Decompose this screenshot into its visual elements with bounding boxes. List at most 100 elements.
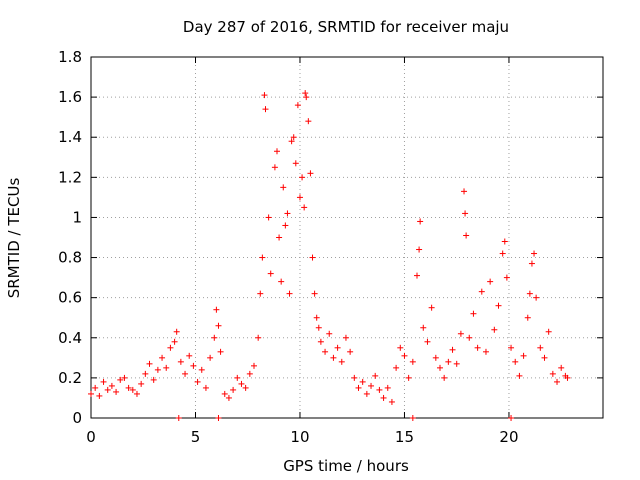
- y-tick-label: 0.8: [58, 249, 82, 267]
- data-point: [393, 364, 400, 371]
- data-point: [213, 306, 220, 313]
- data-point: [516, 372, 523, 379]
- data-point: [305, 118, 312, 125]
- x-tick-label: 10: [290, 428, 309, 446]
- data-point: [401, 352, 408, 359]
- data-point: [457, 330, 464, 337]
- data-point: [409, 415, 416, 421]
- data-point: [142, 370, 149, 377]
- data-point: [273, 148, 280, 155]
- data-point: [296, 194, 303, 201]
- data-point: [432, 354, 439, 361]
- data-point: [495, 302, 502, 309]
- data-point: [326, 330, 333, 337]
- data-point: [380, 394, 387, 401]
- data-point: [436, 364, 443, 371]
- data-point: [292, 160, 299, 167]
- data-point: [545, 328, 552, 335]
- data-point: [88, 390, 94, 397]
- data-point: [363, 390, 370, 397]
- data-point: [355, 384, 362, 391]
- data-point: [301, 204, 308, 211]
- data-point: [474, 344, 481, 351]
- data-point: [558, 364, 565, 371]
- data-point: [100, 378, 107, 385]
- data-point: [466, 334, 473, 341]
- data-point: [251, 362, 258, 369]
- data-point: [478, 288, 485, 295]
- data-point: [194, 378, 201, 385]
- data-point: [113, 388, 120, 395]
- data-point: [255, 334, 262, 341]
- data-point: [276, 234, 283, 241]
- data-point: [549, 370, 556, 377]
- data-point: [121, 374, 128, 381]
- data-point: [470, 310, 477, 317]
- data-point: [322, 348, 329, 355]
- data-point: [330, 354, 337, 361]
- data-point: [108, 382, 115, 389]
- data-point: [202, 384, 209, 391]
- data-point: [541, 354, 548, 361]
- data-point: [424, 338, 431, 345]
- data-point: [207, 354, 214, 361]
- data-point: [215, 415, 222, 421]
- data-point: [262, 106, 269, 113]
- y-tick-label: 1.2: [58, 168, 82, 186]
- data-point: [238, 380, 245, 387]
- data-point: [311, 290, 318, 297]
- data-point: [405, 374, 412, 381]
- data-point: [397, 344, 404, 351]
- data-point: [359, 378, 366, 385]
- data-point: [215, 322, 222, 329]
- data-point: [508, 415, 515, 421]
- data-point: [138, 380, 145, 387]
- data-point: [317, 338, 324, 345]
- y-tick-label: 1.6: [58, 88, 82, 106]
- data-point: [508, 344, 515, 351]
- data-point: [288, 138, 295, 145]
- data-point: [159, 354, 166, 361]
- data-point: [284, 210, 291, 217]
- data-point: [445, 358, 452, 365]
- data-point: [520, 352, 527, 359]
- data-point: [261, 92, 268, 99]
- data-point: [315, 324, 322, 331]
- data-point: [449, 346, 456, 353]
- data-point: [234, 374, 241, 381]
- data-points: [88, 90, 571, 421]
- data-point: [372, 372, 379, 379]
- data-point: [163, 364, 170, 371]
- data-point: [482, 348, 489, 355]
- data-point: [265, 214, 272, 221]
- y-tick-label: 1: [72, 208, 82, 226]
- chart-title: Day 287 of 2016, SRMTID for receiver maj…: [183, 18, 509, 36]
- data-point: [409, 358, 416, 365]
- data-point: [462, 210, 469, 217]
- data-point: [221, 390, 228, 397]
- data-point: [414, 272, 421, 279]
- data-point: [280, 184, 287, 191]
- data-point: [347, 348, 354, 355]
- data-point: [259, 254, 266, 261]
- data-point: [416, 246, 423, 253]
- grid-lines: [91, 57, 603, 418]
- data-point: [338, 358, 345, 365]
- data-point: [294, 102, 301, 109]
- data-point: [173, 328, 180, 335]
- data-point: [125, 384, 132, 391]
- data-point: [307, 170, 314, 177]
- data-point: [526, 290, 533, 297]
- y-tick-label: 0: [72, 409, 82, 427]
- data-point: [351, 374, 358, 381]
- data-point: [384, 384, 391, 391]
- data-point: [190, 362, 197, 369]
- data-point: [533, 294, 540, 301]
- y-tick-label: 0.2: [58, 369, 82, 387]
- y-tick-label: 0.6: [58, 289, 82, 307]
- data-point: [461, 188, 468, 195]
- data-point: [230, 386, 237, 393]
- data-point: [554, 378, 561, 385]
- x-tick-label: 5: [191, 428, 201, 446]
- data-point: [129, 386, 136, 393]
